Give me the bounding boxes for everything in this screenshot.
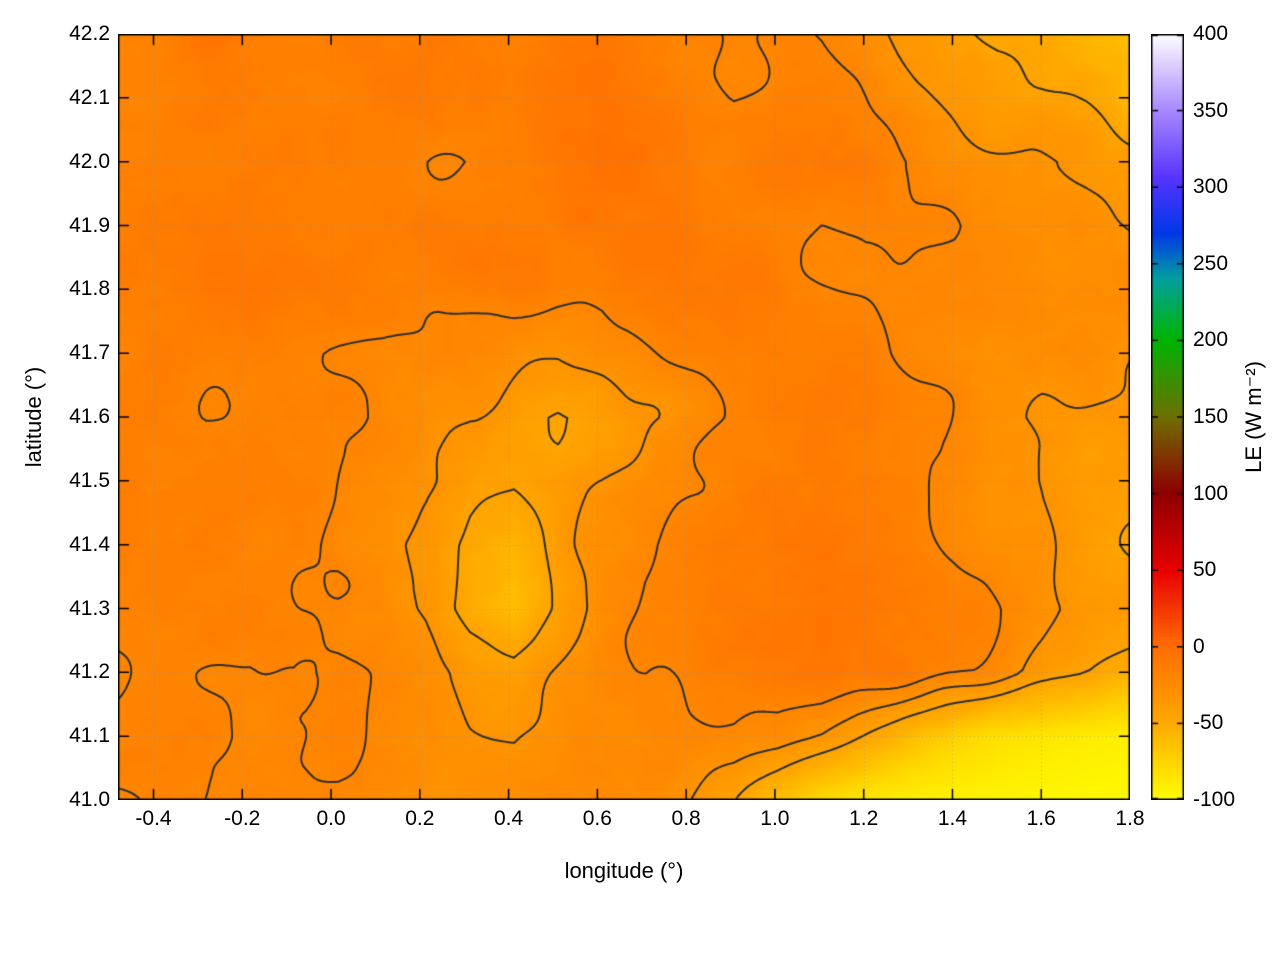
colorbar-tick-label: 0 bbox=[1193, 634, 1205, 658]
colorbar-label: LE (W m⁻²) bbox=[1241, 361, 1266, 473]
colorbar-tick-label: 300 bbox=[1193, 175, 1229, 199]
x-tick-label: 0.0 bbox=[316, 807, 346, 830]
colorbar-tick-label: 50 bbox=[1193, 558, 1217, 582]
y-tick-label: 41.8 bbox=[69, 277, 110, 301]
x-tick-label: 1.8 bbox=[1115, 807, 1145, 830]
y-tick-label: 41.1 bbox=[69, 724, 110, 748]
x-tick-label: -0.4 bbox=[135, 807, 172, 830]
heatmap-canvas bbox=[118, 34, 1130, 800]
y-axis-label: latitude (°) bbox=[21, 366, 46, 468]
y-tick-label: 41.2 bbox=[69, 660, 110, 684]
x-tick-label: 1.6 bbox=[1026, 807, 1056, 830]
y-tick-label: 42.2 bbox=[69, 22, 110, 45]
colorbar-tick-label: -100 bbox=[1193, 788, 1236, 811]
colorbar-tick-label: -50 bbox=[1193, 711, 1224, 735]
x-tick-label: 0.8 bbox=[671, 807, 701, 830]
x-tick-label: 0.2 bbox=[405, 807, 435, 830]
x-tick-label: -0.2 bbox=[224, 807, 261, 830]
colorbar-tick-label: 100 bbox=[1193, 481, 1229, 505]
x-tick-label: 1.4 bbox=[937, 807, 968, 830]
colorbar-tick-label: 400 bbox=[1193, 22, 1229, 45]
y-tick-label: 41.9 bbox=[69, 213, 110, 237]
x-tick-label: 0.6 bbox=[582, 807, 612, 830]
y-tick-label: 41.0 bbox=[69, 788, 110, 811]
colorbar-tick-label: 250 bbox=[1193, 251, 1229, 275]
y-tick-label: 41.4 bbox=[69, 532, 110, 556]
y-tick-label: 41.5 bbox=[69, 468, 110, 492]
x-tick-label: 1.0 bbox=[760, 807, 790, 830]
x-axis-label: longitude (°) bbox=[564, 858, 684, 883]
y-tick-label: 41.3 bbox=[69, 596, 110, 620]
x-tick-label: 0.4 bbox=[493, 807, 524, 830]
y-tick-label: 42.0 bbox=[69, 149, 110, 173]
colorbar-canvas bbox=[1151, 34, 1184, 800]
x-tick-label: 1.2 bbox=[849, 807, 879, 830]
y-tick-label: 42.1 bbox=[69, 85, 110, 109]
colorbar-tick-label: 200 bbox=[1193, 328, 1229, 352]
y-tick-label: 41.7 bbox=[69, 341, 110, 365]
colorbar-tick-label: 350 bbox=[1193, 98, 1229, 122]
